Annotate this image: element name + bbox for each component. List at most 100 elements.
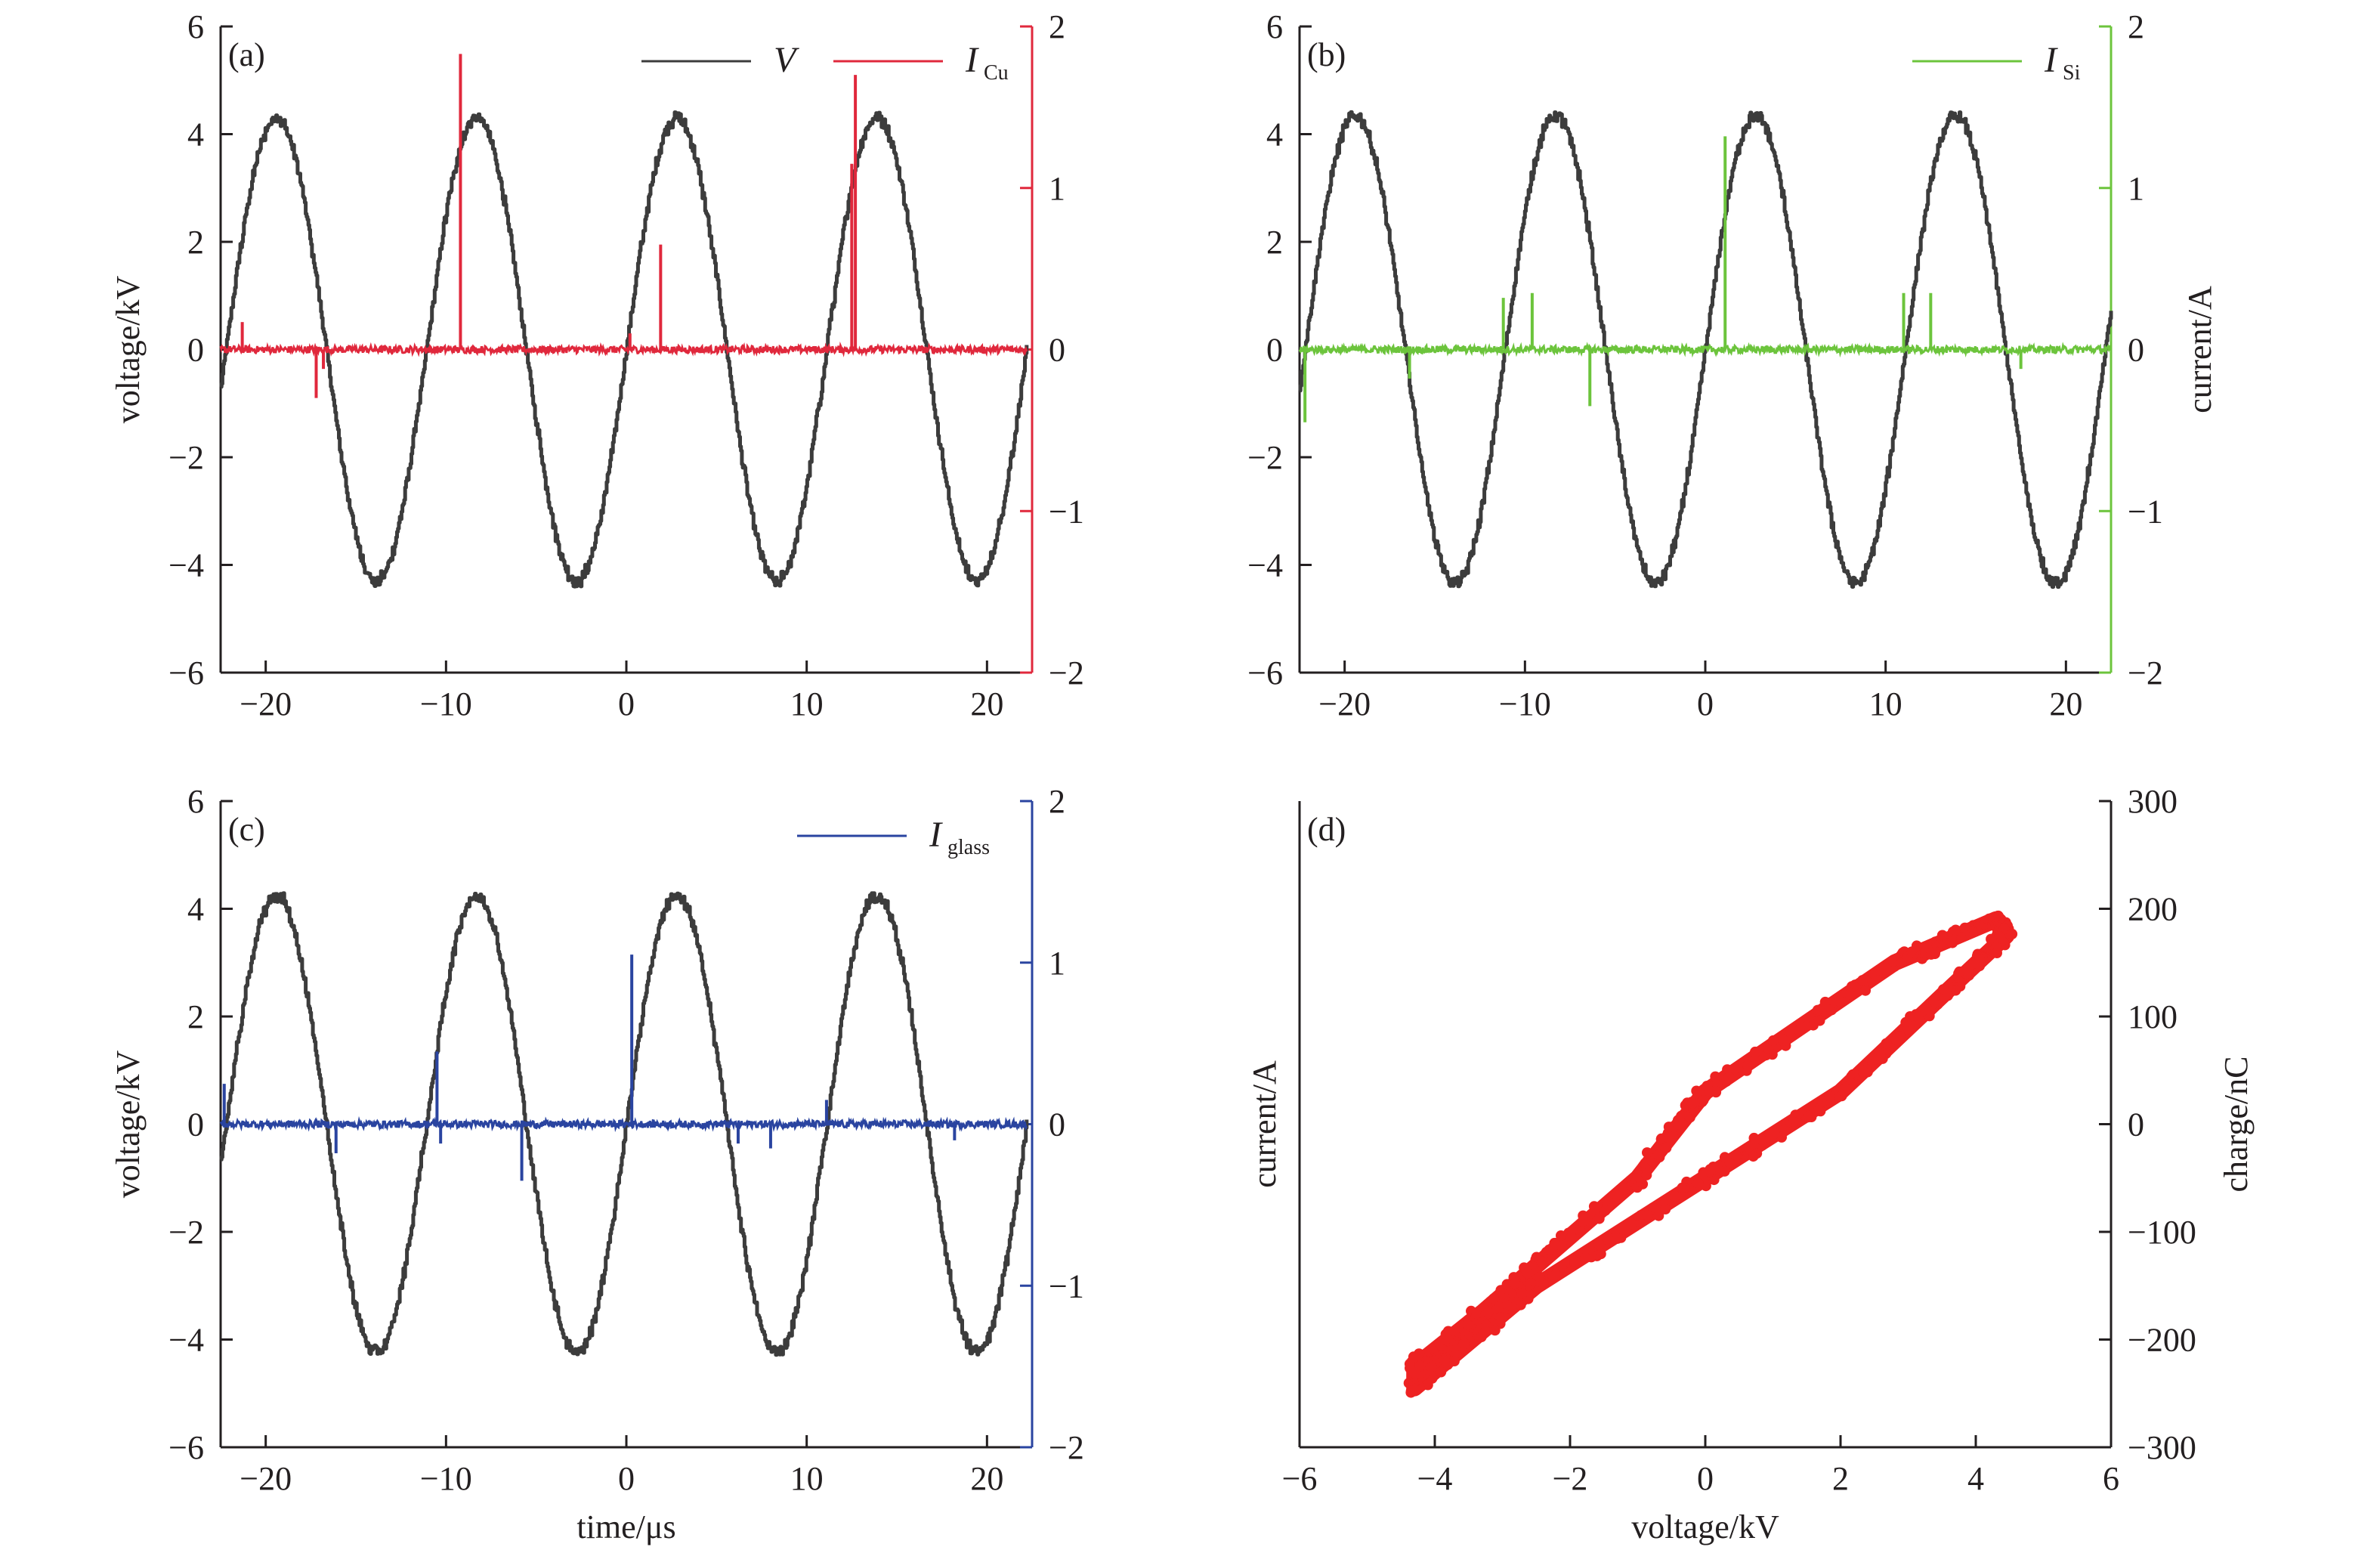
lissajous-point [1667, 1130, 1678, 1141]
y2-tick-label: 2 [1049, 783, 1065, 820]
legend-subscript: glass [947, 836, 990, 859]
y2-tick-label: 1 [1049, 170, 1065, 207]
y2-tick-label: −1 [1049, 1267, 1084, 1304]
lissajous-point [1936, 930, 1948, 941]
x-tick-label: 20 [2049, 685, 2082, 722]
lissajous-point [1946, 937, 1958, 948]
x-tick-label: −20 [240, 1460, 292, 1497]
lissajous-point [1458, 1338, 1470, 1349]
lissajous-point [1911, 940, 1922, 951]
lissajous-point [1710, 1071, 1721, 1082]
lissajous-point [1476, 1332, 1487, 1342]
x-tick-label: 10 [790, 685, 824, 722]
lissajous-point [1536, 1256, 1547, 1267]
lissajous-point [1516, 1288, 1528, 1299]
lissajous-point [1724, 1158, 1736, 1169]
y2-tick-label: 1 [1049, 945, 1065, 982]
lissajous-point [1729, 1063, 1740, 1075]
legend-label: V [774, 40, 799, 80]
legend-subscript: Si [2063, 61, 2081, 85]
x-tick-label: −2 [1553, 1460, 1588, 1497]
lissajous-point [1612, 1190, 1623, 1201]
lissajous-point [1763, 1043, 1773, 1054]
lissajous-point [1489, 1325, 1501, 1336]
lissajous-point [1422, 1379, 1433, 1391]
lissajous-point [1442, 1326, 1454, 1337]
y2-tick-label: 200 [2128, 891, 2178, 928]
lissajous-point [1844, 989, 1856, 1000]
lissajous-point [1962, 965, 1974, 976]
y-tick-label: −4 [1247, 547, 1283, 584]
y-tick-label: −2 [1247, 439, 1283, 476]
x-tick-label: 10 [790, 1460, 824, 1497]
x-axis-label: time/μs [576, 1508, 675, 1545]
lissajous-point [1691, 1085, 1702, 1097]
lissajous-point [1748, 1151, 1759, 1162]
panel-label: (a) [228, 36, 265, 73]
lissajous-point [1642, 1147, 1652, 1159]
lissajous-point [1501, 1300, 1513, 1311]
y-tick-label: 4 [187, 891, 204, 928]
y2-tick-label: −300 [2128, 1429, 2196, 1466]
y2-tick-label: 2 [2128, 8, 2144, 45]
lissajous-point [1462, 1319, 1473, 1330]
lissajous-point [1824, 1091, 1835, 1102]
y2-tick-label: −100 [2128, 1214, 2196, 1251]
x-tick-label: −10 [420, 685, 472, 722]
lissajous-point [1600, 1205, 1611, 1216]
current-line [219, 341, 1028, 357]
x-tick-label: 2 [1832, 1460, 1849, 1497]
lissajous-point [1578, 1210, 1589, 1221]
lissajous-point [1414, 1348, 1425, 1360]
x-tick-label: 0 [1697, 685, 1714, 722]
panel-label: (d) [1307, 811, 1346, 848]
lissajous-point [1992, 948, 2002, 958]
lissajous-point [1692, 1177, 1704, 1189]
lissajous-point [1660, 1204, 1671, 1214]
lissajous-point [1812, 1004, 1823, 1016]
y2-tick-label: −200 [2128, 1322, 2196, 1359]
lissajous-point [1593, 1239, 1605, 1250]
current-line [1298, 342, 2113, 358]
lissajous-point [1414, 1360, 1426, 1372]
lissajous-point [1986, 933, 1997, 945]
lissajous-point [1580, 1252, 1591, 1264]
y2-tick-label: −1 [2128, 493, 2163, 530]
lissajous-point [1501, 1279, 1513, 1290]
y-tick-label: −2 [168, 439, 204, 476]
x-tick-label: 20 [970, 1460, 1003, 1497]
x-tick-label: 0 [618, 1460, 635, 1497]
lissajous-point [1556, 1240, 1567, 1252]
lissajous-point [1860, 985, 1871, 996]
y2-tick-label: −2 [2128, 654, 2163, 692]
voltage-line [1298, 110, 2113, 589]
y2-tick-label: 0 [1049, 332, 1065, 369]
legend-label: I [2044, 40, 2058, 80]
y2-tick-label: 2 [1049, 8, 1065, 45]
lissajous-point [1819, 996, 1831, 1007]
lissajous-point [1719, 1165, 1730, 1177]
lissajous-point [1890, 1035, 1902, 1045]
lissajous-point [1488, 1293, 1499, 1304]
y2-tick-label: −2 [1049, 654, 1084, 692]
lissajous-point [1588, 1201, 1600, 1212]
y-tick-label: 6 [187, 8, 204, 45]
y-axis-label: voltage/kV [110, 276, 147, 424]
lissajous-point [1881, 1038, 1892, 1049]
lissajous-point [1858, 1066, 1869, 1078]
panel-label: (b) [1307, 36, 1346, 73]
lissajous-point [1566, 1232, 1577, 1243]
lissajous-point [1647, 1202, 1658, 1214]
lissajous-point [1569, 1256, 1581, 1267]
lissajous-point [1937, 984, 1949, 995]
lissajous-point [1575, 1225, 1586, 1236]
lissajous-point [1698, 1094, 1709, 1106]
x-tick-label: 0 [1697, 1460, 1714, 1497]
y2-tick-label: 0 [2128, 332, 2144, 369]
lissajous-point [1834, 996, 1845, 1007]
lissajous-point [1702, 1081, 1713, 1091]
lissajous-point [1510, 1278, 1521, 1289]
lissajous-point [1710, 1085, 1721, 1097]
panel-c: −20 −10 0 10 20−6−4−20246−2−1012(c)voltage/k… [110, 783, 1084, 1545]
